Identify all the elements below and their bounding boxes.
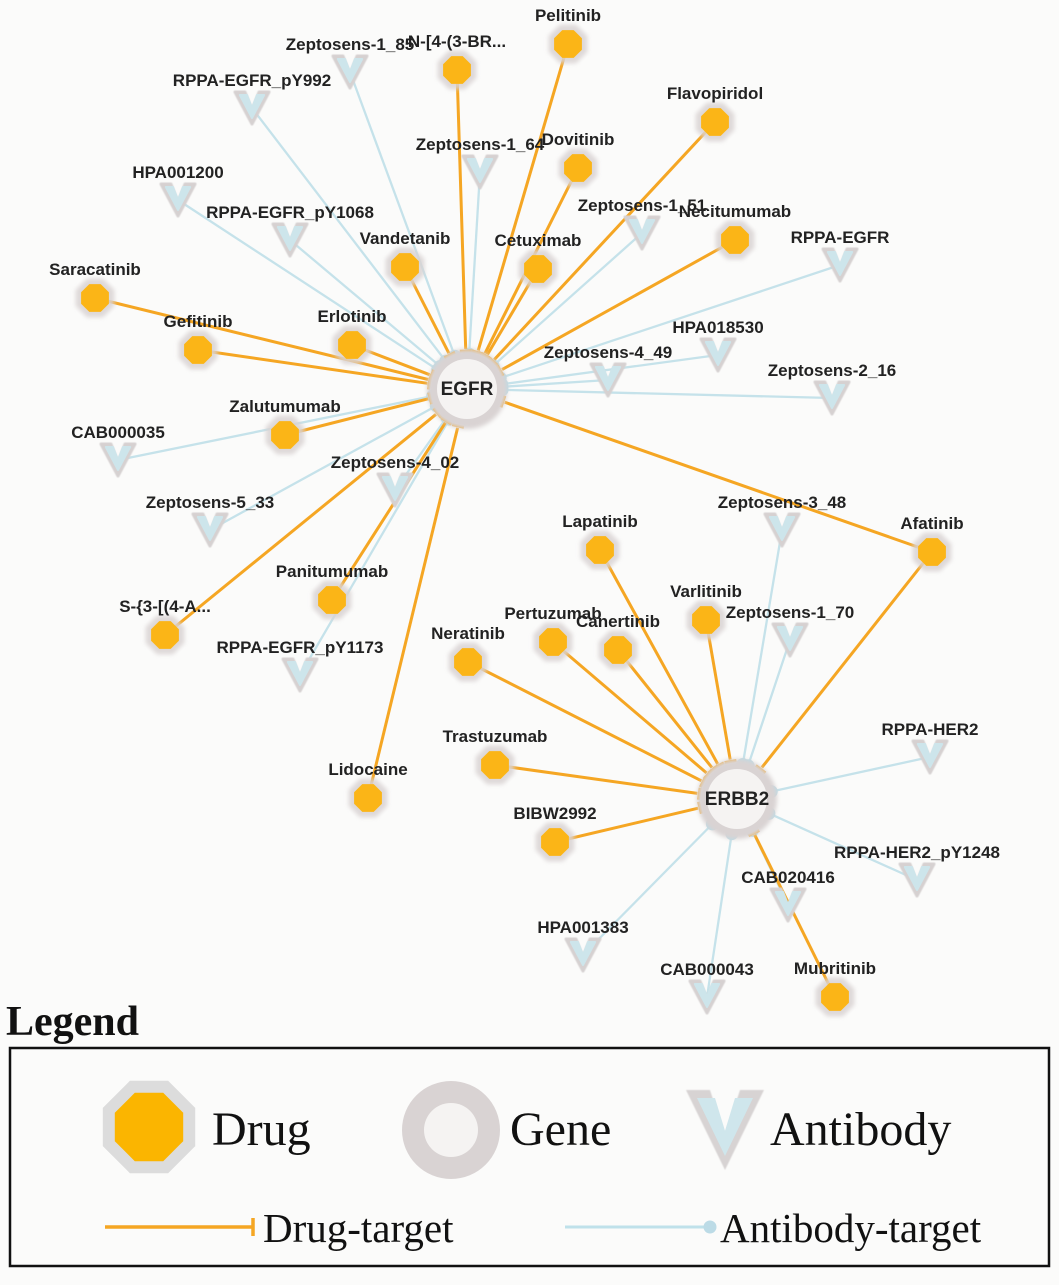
svg-text:Afatinib: Afatinib [900,514,963,533]
svg-text:RPPA-EGFR: RPPA-EGFR [791,228,890,247]
svg-text:EGFR: EGFR [441,379,494,400]
svg-text:RPPA-EGFR_pY1068: RPPA-EGFR_pY1068 [206,203,374,222]
svg-text:RPPA-HER2_pY1248: RPPA-HER2_pY1248 [834,843,1000,862]
svg-text:RPPA-EGFR_pY1173: RPPA-EGFR_pY1173 [217,638,384,657]
svg-text:Gene: Gene [510,1103,611,1156]
svg-text:Trastuzumab: Trastuzumab [443,727,548,746]
svg-text:Flavopiridol: Flavopiridol [667,84,763,103]
svg-text:Pelitinib: Pelitinib [535,6,601,25]
svg-text:S-{3-[(4-A...: S-{3-[(4-A... [119,597,211,616]
svg-text:HPA001200: HPA001200 [132,163,223,182]
svg-text:CAB000043: CAB000043 [660,960,754,979]
svg-text:Zeptosens-4_49: Zeptosens-4_49 [544,343,673,362]
svg-text:Varlitinib: Varlitinib [670,582,742,601]
svg-text:RPPA-EGFR_pY992: RPPA-EGFR_pY992 [173,71,331,90]
svg-text:Gefitinib: Gefitinib [164,312,233,331]
svg-text:Zeptosens-5_33: Zeptosens-5_33 [146,493,275,512]
svg-text:Vandetanib: Vandetanib [360,229,451,248]
svg-text:Dovitinib: Dovitinib [542,130,615,149]
svg-text:Zeptosens-1_70: Zeptosens-1_70 [726,603,855,622]
svg-text:Zeptosens-1_85: Zeptosens-1_85 [286,35,415,54]
svg-text:HPA018530: HPA018530 [672,318,763,337]
svg-text:CAB000035: CAB000035 [71,423,165,442]
svg-text:BIBW2992: BIBW2992 [513,804,596,823]
svg-text:Mubritinib: Mubritinib [794,959,876,978]
svg-text:Antibody-target: Antibody-target [720,1205,982,1251]
svg-text:Antibody: Antibody [770,1103,951,1156]
svg-text:Zeptosens-1_51: Zeptosens-1_51 [578,196,707,215]
svg-text:Drug-target: Drug-target [263,1205,454,1251]
svg-text:Zeptosens-3_48: Zeptosens-3_48 [718,493,847,512]
svg-text:HPA001383: HPA001383 [537,918,628,937]
svg-text:Neratinib: Neratinib [431,624,505,643]
svg-text:CAB020416: CAB020416 [741,868,835,887]
svg-text:Canertinib: Canertinib [576,612,660,631]
svg-text:Lidocaine: Lidocaine [328,760,407,779]
svg-text:Cetuximab: Cetuximab [495,231,582,250]
svg-text:Zeptosens-4_02: Zeptosens-4_02 [331,453,460,472]
svg-text:Lapatinib: Lapatinib [562,512,638,531]
svg-text:Panitumumab: Panitumumab [276,562,388,581]
svg-text:N-[4-(3-BR...: N-[4-(3-BR... [408,32,506,51]
svg-text:Zalutumumab: Zalutumumab [229,397,340,416]
svg-text:Zeptosens-1_64: Zeptosens-1_64 [416,135,545,154]
svg-text:Saracatinib: Saracatinib [49,260,141,279]
svg-text:ERBB2: ERBB2 [705,789,769,810]
svg-text:RPPA-HER2: RPPA-HER2 [882,720,979,739]
svg-text:Drug: Drug [212,1103,311,1156]
svg-text:Erlotinib: Erlotinib [318,307,387,326]
svg-text:Legend: Legend [6,999,139,1045]
svg-text:Zeptosens-2_16: Zeptosens-2_16 [768,361,897,380]
